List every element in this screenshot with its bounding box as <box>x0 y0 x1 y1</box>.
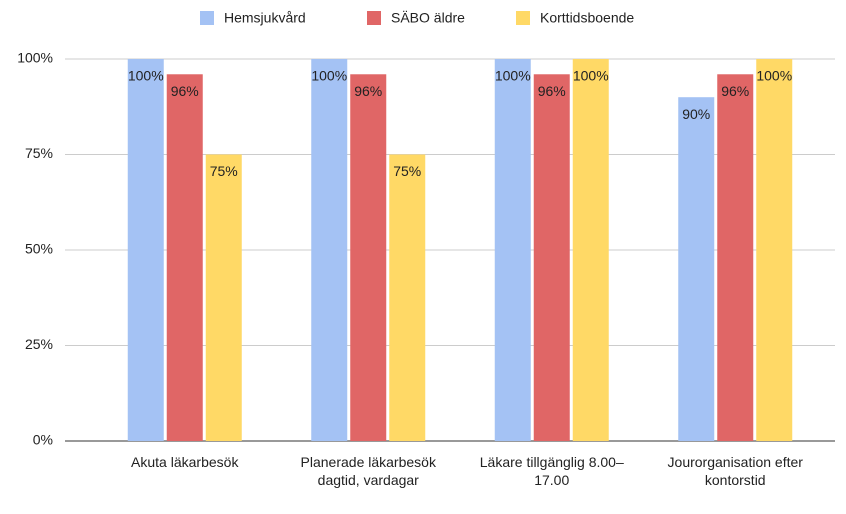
bar <box>350 74 387 441</box>
data-label: 100% <box>573 68 609 84</box>
bar <box>205 154 242 441</box>
y-tick-label: 0% <box>33 432 53 448</box>
legend-swatch <box>200 11 214 25</box>
y-tick-label: 75% <box>25 145 53 161</box>
bar <box>166 74 203 441</box>
y-tick-label: 50% <box>25 241 53 257</box>
bar <box>756 59 793 441</box>
bar <box>494 59 531 441</box>
data-label: 96% <box>721 83 749 99</box>
data-label: 96% <box>538 83 566 99</box>
bar <box>533 74 570 441</box>
legend-swatch <box>367 11 381 25</box>
bar <box>717 74 754 441</box>
x-tick-label: Akuta läkarbesök <box>131 454 239 470</box>
y-tick-label: 100% <box>17 50 53 66</box>
bar <box>311 59 348 441</box>
legend-swatch <box>516 11 530 25</box>
x-tick-label: Läkare tillgänglig 8.00–17.00 <box>479 454 624 488</box>
legend-label: Hemsjukvård <box>224 10 306 26</box>
data-label: 96% <box>354 83 382 99</box>
data-label: 90% <box>682 106 710 122</box>
data-label: 100% <box>311 68 347 84</box>
data-label: 75% <box>210 163 238 179</box>
bar <box>127 59 164 441</box>
legend-label: Korttidsboende <box>540 10 634 26</box>
data-label: 100% <box>128 68 164 84</box>
x-tick-label: Jourorganisation efter kontorstid <box>667 454 803 488</box>
data-label: 96% <box>171 83 199 99</box>
x-tick-label: Planerade läkarbesök dagtid, vardagar <box>300 454 436 488</box>
data-label: 100% <box>756 68 792 84</box>
legend-label: SÄBO äldre <box>391 10 465 26</box>
bar <box>678 97 715 441</box>
data-label: 75% <box>393 163 421 179</box>
bar <box>572 59 609 441</box>
data-label: 100% <box>495 68 531 84</box>
bar <box>389 154 426 441</box>
y-tick-label: 25% <box>25 336 53 352</box>
